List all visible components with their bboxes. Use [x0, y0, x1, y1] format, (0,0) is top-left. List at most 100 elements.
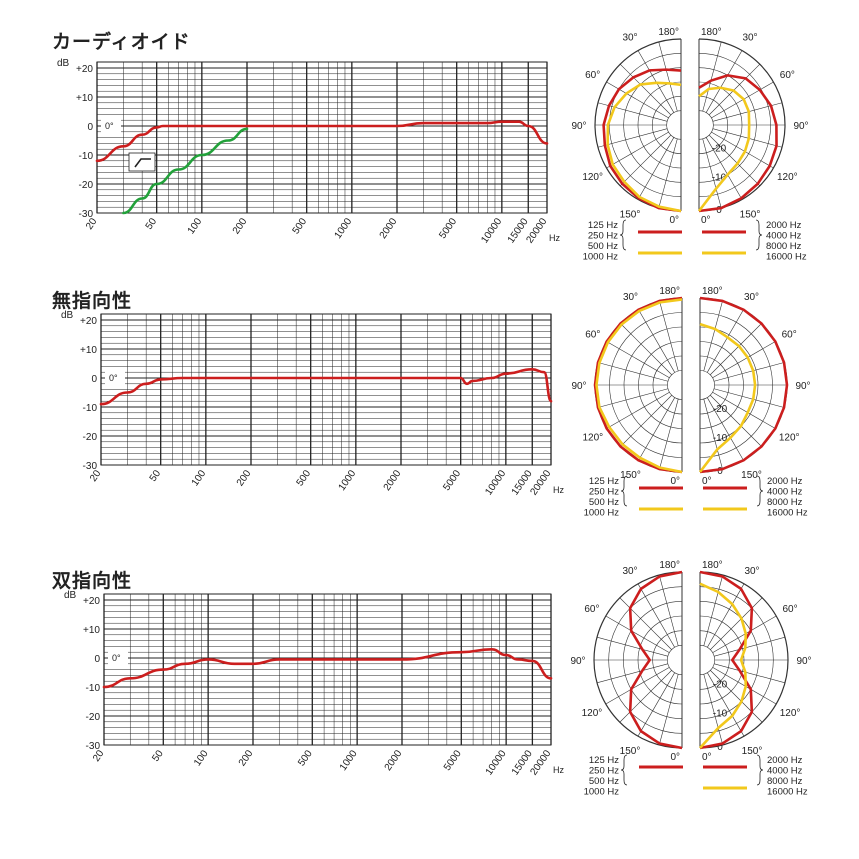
polar-spoke [637, 50, 675, 113]
inset-step [134, 158, 151, 168]
polar-spoke [714, 636, 786, 657]
frequency-grid [100, 313, 552, 466]
polar-angle-left: 60° [584, 604, 599, 615]
polar-angle-right: 120° [777, 172, 798, 183]
polar-spoke [706, 309, 744, 373]
y-tick-label: -20 [83, 432, 98, 443]
legend-left-label: 125 Hz [588, 220, 618, 231]
polar-angle-right: 0° [701, 215, 711, 226]
x-tick-label: 100 [190, 468, 209, 488]
db-label: dB [61, 310, 74, 321]
polar-angle-right: 0° [702, 476, 712, 487]
y-tick-label: -30 [83, 461, 98, 472]
y-tick-label: +10 [83, 625, 100, 636]
polar-angle-right: 120° [780, 708, 801, 719]
polar-angle-right: 30° [742, 33, 757, 44]
y-tick-label: -20 [86, 712, 101, 723]
polar-angle-right: 0° [702, 752, 712, 763]
polar-angle-left: 150° [620, 470, 641, 481]
polar-angle-right: 90° [795, 381, 810, 392]
polar-spoke [638, 309, 676, 373]
polar-spoke [714, 663, 786, 684]
polar-spoke [637, 672, 675, 737]
legend-left-label: 125 Hz [589, 476, 619, 487]
y-tick-label: -20 [79, 180, 94, 191]
omni-chart: dB+20+100-10-20-300°20 50 100 200 500 1000 200… [61, 286, 811, 519]
polar-spoke [710, 323, 762, 375]
polar-angle-left: 0° [670, 752, 680, 763]
cardioid-panel: カーディオイド dB +20 +10 0 -10 -20 -30 0° 20 50 100 200 50… [0, 0, 859, 280]
x-tick-label: 2000 [378, 216, 400, 241]
legend-left-label: 1000 Hz [583, 252, 619, 263]
angle-marker: 0° [112, 653, 121, 663]
y-tick-label: 0 [91, 374, 97, 385]
y-tick-label: -30 [79, 209, 94, 220]
y-tick-label: +20 [76, 64, 93, 75]
polar-spoke [705, 50, 743, 113]
x-tick-label: 20000 [528, 748, 553, 777]
legend-left-label: 250 Hz [588, 231, 618, 242]
y-tick-label: +10 [76, 93, 93, 104]
polar-spoke [658, 41, 678, 112]
polar-spoke [619, 597, 672, 650]
x-tick-label: 200 [235, 468, 254, 488]
legend-brace [756, 754, 764, 786]
polar-angle-right: 180° [702, 560, 723, 571]
y-tick-label: +10 [80, 345, 97, 356]
x-tick-label: 10000 [484, 748, 509, 777]
polar-spoke [702, 41, 722, 112]
polar-spoke [708, 63, 761, 116]
x-tick-label: 5000 [437, 216, 459, 241]
polar-angle-left: 90° [571, 381, 586, 392]
polar-spoke [620, 395, 672, 447]
polar-angle-right: 30° [744, 292, 759, 303]
polar-ring-label: -10 [713, 433, 728, 444]
legend-left-label: 250 Hz [589, 766, 619, 777]
x-tick-label: 100 [186, 216, 205, 236]
x-tick-label: 50 [148, 468, 164, 484]
polar-spoke [711, 81, 774, 119]
frequency-grid [103, 593, 552, 746]
x-tick-label: 500 [291, 216, 310, 236]
x-tick-label: 5000 [442, 748, 464, 773]
legend-left-label: 1000 Hz [584, 787, 620, 798]
polar-ring-label: -20 [712, 144, 727, 155]
legend-right-label: 2000 Hz [767, 476, 803, 487]
polar-spoke [619, 134, 672, 187]
right-yellow-polar-line [699, 582, 748, 749]
db-label: dB [64, 590, 77, 601]
y-tick-label: -30 [86, 741, 101, 752]
x-unit: Hz [553, 485, 564, 495]
polar-grid [594, 288, 788, 482]
x-tick-label: 1000 [337, 468, 359, 493]
polar-angle-right: 90° [793, 121, 808, 132]
polar-spoke [707, 583, 745, 648]
polar-spoke [703, 300, 723, 372]
right-yellow-polar-line [698, 322, 757, 473]
cardioid-chart: dB+20+100-10-20-300°20 50 100 200 500 1000 200… [57, 27, 809, 263]
polar-angle-left: 120° [582, 433, 603, 444]
x-tick-label: 100 [192, 748, 211, 768]
legend-right-label: 16000 Hz [767, 508, 808, 519]
legend-right-label: 4000 Hz [767, 487, 803, 498]
right-yellow-polar-line [697, 86, 751, 212]
polar-spoke [708, 134, 761, 187]
polar-angle-left: 0° [669, 215, 679, 226]
polar-spoke [637, 137, 675, 200]
polar-ring [666, 110, 682, 140]
polar-angle-left: 60° [585, 70, 600, 81]
legend-right-label: 2000 Hz [766, 220, 802, 231]
polar-spoke [703, 398, 723, 470]
db-label: dB [57, 58, 70, 69]
polar-spoke [705, 137, 743, 200]
x-tick-label: 1000 [338, 748, 360, 773]
legend-left-label: 500 Hz [589, 776, 619, 787]
polar-spoke [712, 341, 776, 379]
polar-spoke [606, 131, 669, 169]
polar-spoke [712, 128, 783, 148]
polar-spoke [606, 341, 670, 379]
polar-angle-right: 30° [744, 566, 759, 577]
x-tick-label: 20000 [524, 216, 549, 245]
polar-spoke [710, 597, 763, 650]
red-response-line [102, 647, 553, 689]
